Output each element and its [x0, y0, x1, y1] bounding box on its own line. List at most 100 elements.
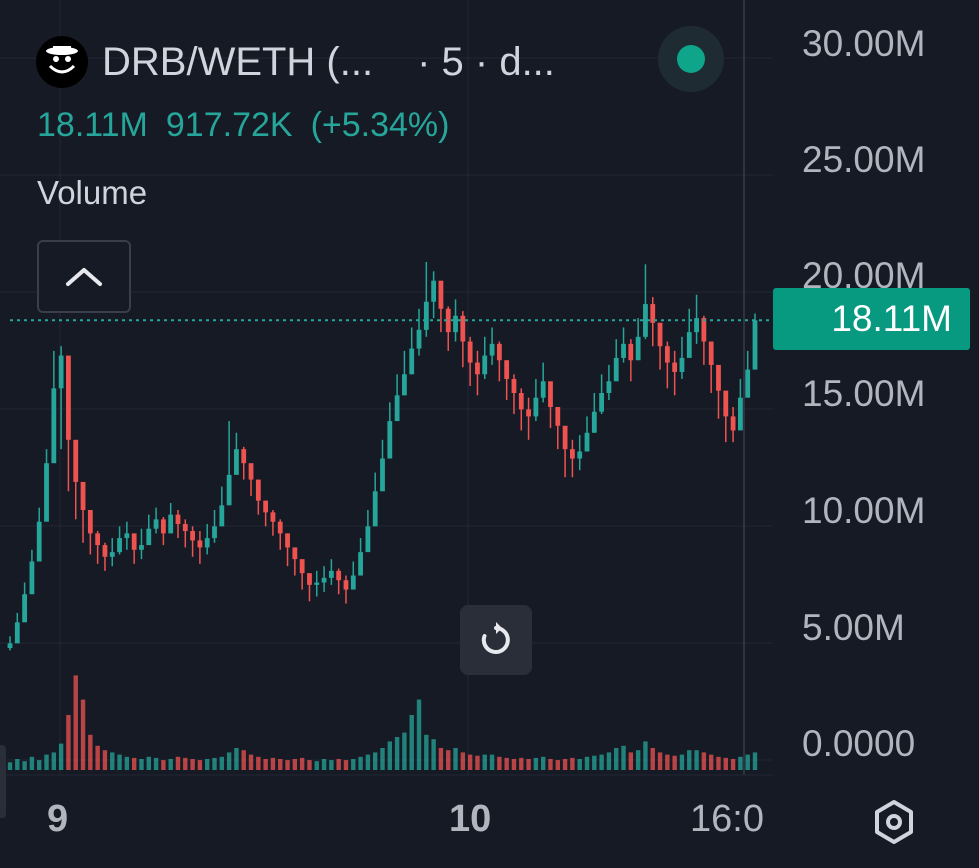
candle-body — [577, 451, 583, 459]
volume-bar — [745, 754, 750, 770]
candle-body — [664, 346, 670, 363]
volume-bar — [584, 756, 590, 770]
volume-bar — [365, 754, 371, 770]
candle-body — [117, 538, 122, 553]
volume-bar — [665, 754, 670, 770]
volume-bar — [489, 754, 495, 770]
live-status-button[interactable] — [658, 26, 724, 92]
volume-bar — [37, 760, 42, 770]
candle-body — [175, 514, 181, 525]
volume-bar — [402, 732, 407, 770]
candle-body — [109, 552, 115, 557]
change-percent: (+5.34%) — [310, 106, 450, 144]
volume-bar — [88, 734, 93, 770]
candle-body — [197, 540, 203, 548]
left-scroll-handle[interactable] — [0, 745, 6, 818]
volume-bar — [387, 741, 393, 770]
volume-bar — [562, 759, 568, 770]
candle-body — [518, 393, 524, 410]
volume-bar — [460, 752, 466, 770]
volume-bar — [226, 752, 232, 770]
live-indicator-icon — [677, 45, 705, 73]
volume-bar — [278, 759, 283, 770]
candle-body — [87, 510, 93, 534]
volume-bar — [153, 757, 159, 770]
volume-bar — [270, 757, 276, 770]
candle-body — [394, 395, 400, 422]
volume-bar — [110, 752, 115, 770]
candle-body — [29, 561, 35, 595]
candle-body — [745, 369, 751, 398]
volume-bar — [358, 756, 363, 770]
candle-body — [467, 341, 473, 363]
candle-body — [51, 388, 57, 464]
volume-bar — [205, 759, 210, 770]
candle-body — [299, 559, 305, 574]
volume-bar — [723, 757, 728, 770]
price-axis[interactable] — [773, 0, 979, 775]
candle-body — [752, 320, 758, 370]
candle-body — [263, 500, 269, 513]
candle-body — [438, 280, 444, 309]
last-price-tag: 18.11M — [773, 288, 970, 350]
volume-bar — [599, 754, 604, 770]
pair-title[interactable]: DRB/WETH (... — [102, 40, 374, 84]
candle-body — [153, 519, 159, 529]
volume-bar — [679, 754, 685, 770]
candle-body — [635, 336, 641, 361]
volume-bar — [643, 741, 648, 770]
y-tick-label: 5.00M — [802, 607, 905, 648]
volume-bar — [701, 752, 707, 770]
volume-bar — [314, 761, 319, 770]
volume-bar — [621, 745, 626, 770]
volume-bar — [657, 752, 663, 770]
candle-body — [307, 573, 312, 585]
volume-bar — [7, 762, 13, 770]
candle-body — [511, 378, 517, 393]
candle-body — [489, 343, 495, 356]
candle-body — [723, 390, 729, 417]
symbol-header[interactable]: DRB/WETH (... · 5 · d... — [36, 36, 555, 88]
candle-body — [182, 524, 188, 532]
volume-bar — [504, 757, 509, 770]
collapse-button[interactable] — [37, 240, 131, 313]
volume-bar — [446, 750, 451, 770]
volume-bar — [592, 755, 597, 770]
smiley-face-logo-icon — [36, 36, 88, 88]
candle-body — [248, 463, 254, 480]
candle-body — [7, 643, 13, 649]
candle-body — [328, 570, 334, 578]
candle-body — [737, 397, 743, 431]
volume-bar — [548, 759, 553, 770]
volume-bar — [372, 752, 378, 770]
candle-body — [453, 315, 458, 333]
volume-bar — [263, 759, 268, 770]
candle-body — [555, 407, 561, 426]
settings-button[interactable] — [862, 790, 926, 854]
candle-body — [686, 332, 692, 358]
candle-body — [73, 439, 79, 482]
candle-body — [570, 449, 575, 459]
candle-body — [80, 481, 86, 510]
price-candles — [7, 261, 758, 651]
candle-body — [292, 547, 298, 560]
interval-label[interactable]: · 5 · d... — [417, 40, 555, 84]
volume-bar — [672, 755, 677, 770]
candle-body — [102, 545, 108, 557]
candle-body — [548, 381, 553, 408]
candle-body — [482, 355, 488, 375]
candle-body — [36, 521, 42, 562]
reset-chart-button[interactable] — [460, 605, 532, 675]
settings-hexagon-icon — [875, 800, 913, 844]
candle-body — [591, 411, 597, 433]
volume-bar — [343, 760, 349, 770]
candle-body — [475, 362, 480, 375]
volume-bar — [519, 757, 524, 770]
volume-bar — [687, 750, 692, 770]
volume-bar — [708, 754, 714, 770]
volume-bar — [416, 699, 422, 770]
candle-body — [14, 622, 20, 644]
candle-body — [358, 552, 363, 576]
volume-bar — [212, 757, 217, 770]
